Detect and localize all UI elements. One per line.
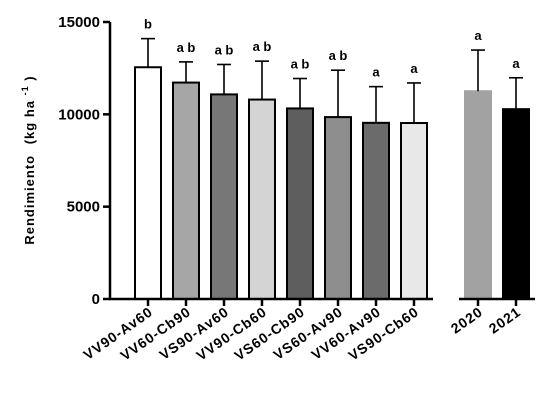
y-tick-label: 5000 xyxy=(67,199,100,216)
significance-label: a b xyxy=(253,39,272,54)
x-axis: VV90-Av60VV60-Cb90VS90-Av60VV90-Cb60VS60… xyxy=(80,297,535,364)
bar-VV90-Cb60 xyxy=(248,98,276,300)
y-axis-title: Rendimiento (kg ha -1 ) xyxy=(16,75,37,244)
bar-VS90-Av60 xyxy=(210,93,238,301)
significance-label: a xyxy=(372,65,380,80)
y-tick-label: 0 xyxy=(92,291,100,308)
bar-VS60-Cb90 xyxy=(286,107,314,301)
y-axis-unit-superscript: -1 xyxy=(20,85,30,95)
significance-label: a xyxy=(474,28,482,43)
bar-2021 xyxy=(502,108,530,300)
y-axis-label: Rendimiento xyxy=(22,155,37,245)
significance-label: b xyxy=(144,17,152,32)
bar-VS90-Cb60 xyxy=(400,122,428,300)
y-tick-label: 10000 xyxy=(58,106,100,123)
x-tick-label: 2021 xyxy=(486,303,524,336)
significance-label: a b xyxy=(291,57,310,72)
significance-label: a b xyxy=(177,40,196,55)
x-tick-label: 2020 xyxy=(448,303,486,336)
bar-2020 xyxy=(464,90,492,300)
bar-VV60-Av90 xyxy=(362,121,390,300)
significance-label: a xyxy=(512,56,520,71)
significance-label: a b xyxy=(215,42,234,57)
bar-VS60-Av90 xyxy=(324,116,352,300)
y-axis-unit: (kg ha xyxy=(22,100,37,144)
bar-VV60-Cb90 xyxy=(172,81,200,300)
y-tick-label: 15000 xyxy=(58,14,100,31)
bar-VV90-Av60 xyxy=(134,66,162,300)
y-axis: 0 5000 10000 15000 xyxy=(58,14,112,308)
significance-label: a b xyxy=(329,48,348,63)
significance-label: a xyxy=(410,61,418,76)
bars: b a b a b a b a b a b a a a a xyxy=(134,17,530,301)
y-axis-unit-close: ) xyxy=(22,75,37,80)
